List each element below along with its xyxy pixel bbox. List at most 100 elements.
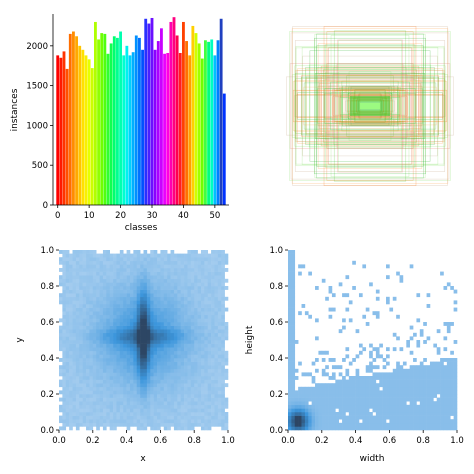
heatmap-cell <box>413 422 417 427</box>
heatmap-cell <box>331 358 336 362</box>
heatmap-cell <box>221 260 225 265</box>
heatmap-cell <box>150 268 154 272</box>
bbox-outline <box>320 65 420 147</box>
heatmap-cell <box>65 397 70 402</box>
heatmap-cell <box>214 278 219 283</box>
heatmap-cell <box>342 415 346 420</box>
heatmap-cell <box>146 361 151 366</box>
heatmap-cell <box>167 386 171 391</box>
heatmap-cell <box>180 271 185 276</box>
heatmap-cell <box>96 404 100 409</box>
heatmap-cell <box>331 397 336 402</box>
heatmap-cell <box>221 250 225 254</box>
heatmap-cell <box>92 415 97 420</box>
heatmap-cell <box>62 347 67 352</box>
heatmap-cell <box>197 260 202 265</box>
heatmap-cell <box>153 286 158 290</box>
heatmap-cell <box>184 350 188 355</box>
heatmap-cell <box>207 296 212 301</box>
heatmap-cell <box>184 376 188 380</box>
heatmap-cell <box>153 307 158 312</box>
heatmap-cell <box>143 350 148 355</box>
heatmap-cell <box>173 340 178 344</box>
bar <box>175 35 179 205</box>
heatmap-cell <box>184 394 188 398</box>
heatmap-cell <box>106 311 110 316</box>
heatmap-cell <box>99 332 104 337</box>
heatmap-cell <box>184 325 188 330</box>
heatmap-cell <box>126 386 131 391</box>
heatmap-cell <box>453 404 458 409</box>
heatmap-cell <box>153 426 158 431</box>
heatmap-cell <box>96 368 100 373</box>
heatmap-cell <box>96 361 100 366</box>
heatmap-cell <box>375 426 380 431</box>
heatmap-cell <box>163 365 168 370</box>
heatmap-cell <box>160 408 165 413</box>
heatmap-cell <box>187 404 192 409</box>
heatmap-cell <box>109 376 114 380</box>
heatmap-cell <box>416 394 421 398</box>
heatmap-cell <box>65 368 70 373</box>
heatmap-cell <box>291 318 296 323</box>
heatmap-cell <box>352 358 356 362</box>
heatmap-cell <box>116 275 121 280</box>
heatmap-cell <box>217 354 222 359</box>
heatmap-cell <box>358 379 363 384</box>
y-axis-label: height <box>245 325 255 354</box>
bbox-outline <box>341 92 399 120</box>
heatmap-cell <box>382 401 387 406</box>
heatmap-cell <box>321 383 326 388</box>
heatmap-cell <box>79 311 83 316</box>
x-tick-label: 0.6 <box>154 436 168 446</box>
heatmap-cell <box>136 296 141 301</box>
heatmap-cell <box>288 419 292 424</box>
heatmap-cell <box>429 397 434 402</box>
heatmap-cell <box>362 404 367 409</box>
heatmap-cell <box>86 304 90 308</box>
heatmap-cell <box>62 293 67 298</box>
heatmap-cell <box>167 419 171 424</box>
heatmap-cell <box>211 404 215 409</box>
heatmap-cell <box>133 264 138 269</box>
heatmap-cell <box>109 322 114 326</box>
heatmap-cell <box>453 415 458 420</box>
heatmap-cell <box>146 383 151 388</box>
heatmap-cell <box>86 278 90 283</box>
heatmap-cell <box>345 372 350 377</box>
heatmap-cell <box>62 322 67 326</box>
heatmap-cell <box>173 311 178 316</box>
heatmap-cell <box>207 426 212 431</box>
heatmap-cell <box>184 293 188 298</box>
heatmap-cell <box>217 419 222 424</box>
heatmap-cell <box>62 271 67 276</box>
heatmap-cell <box>75 278 80 283</box>
heatmap-cell <box>423 404 427 409</box>
heatmap-cell <box>92 422 97 427</box>
bar <box>204 40 207 206</box>
heatmap-cell <box>82 379 87 384</box>
heatmap-cell <box>433 372 438 377</box>
heatmap-cell <box>136 275 141 280</box>
heatmap-cell <box>69 286 73 290</box>
heatmap-cell <box>318 386 323 391</box>
heatmap-cell <box>86 282 90 287</box>
heatmap-cell <box>116 379 121 384</box>
heatmap-cell <box>140 318 144 323</box>
heatmap-cell <box>109 397 114 402</box>
heatmap-cell <box>342 401 346 406</box>
heatmap-cell <box>453 340 458 344</box>
heatmap-cell <box>126 300 131 305</box>
heatmap-cell <box>160 332 165 337</box>
heatmap-cell <box>440 368 444 373</box>
heatmap-cell <box>217 253 222 258</box>
heatmap-cell <box>146 354 151 359</box>
heatmap-cell <box>423 408 427 413</box>
heatmap-cell <box>92 376 97 380</box>
heatmap-cell <box>62 325 67 330</box>
heatmap-cell <box>173 390 178 395</box>
heatmap-cell <box>443 386 448 391</box>
heatmap-cell <box>75 422 80 427</box>
heatmap-cell <box>187 422 192 427</box>
bbox-outline <box>316 33 424 179</box>
